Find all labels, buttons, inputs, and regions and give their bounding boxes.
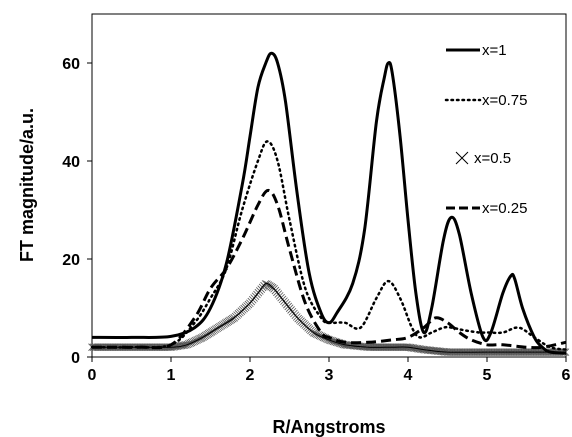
legend: x=1 x=0.75 x=0.5 x=0.25 [444,42,527,217]
x-tick-label: 5 [483,367,492,384]
legend-item: x=0.25 [446,200,527,217]
series-line [92,282,566,353]
legend-item: x=1 [446,42,507,59]
series-layer [88,51,570,356]
x-tick-label: 6 [562,367,571,384]
legend-label: x=0.75 [482,92,527,109]
series-cross [88,280,570,356]
x-tick-label: 4 [404,367,413,384]
legend-item: x=0.5 [455,150,511,167]
y-tick-label: 60 [62,56,80,73]
y-tick-label: 0 [71,350,80,367]
legend-item: x=0.75 [444,92,527,109]
x-tick-label: 0 [88,367,97,384]
plot-area-frame [91,13,567,358]
series-line [91,51,567,355]
legend-label: x=0.5 [474,150,511,167]
y-tick-label: 40 [62,154,80,171]
y-axis-title: FT magnitude/a.u. [17,108,37,262]
x-tick-label: 3 [325,367,334,384]
series-solid [91,51,567,355]
legend-label: x=0.25 [482,200,527,217]
legend-marker-cross [455,151,469,165]
y-tick-label: 20 [62,252,80,269]
legend-label: x=1 [482,42,507,59]
series-dashed [92,188,567,350]
x-tick-label: 1 [167,367,176,384]
x-axis-title: R/Angstroms [272,417,385,437]
x-tick-label: 2 [246,367,255,384]
series-line [92,188,567,350]
